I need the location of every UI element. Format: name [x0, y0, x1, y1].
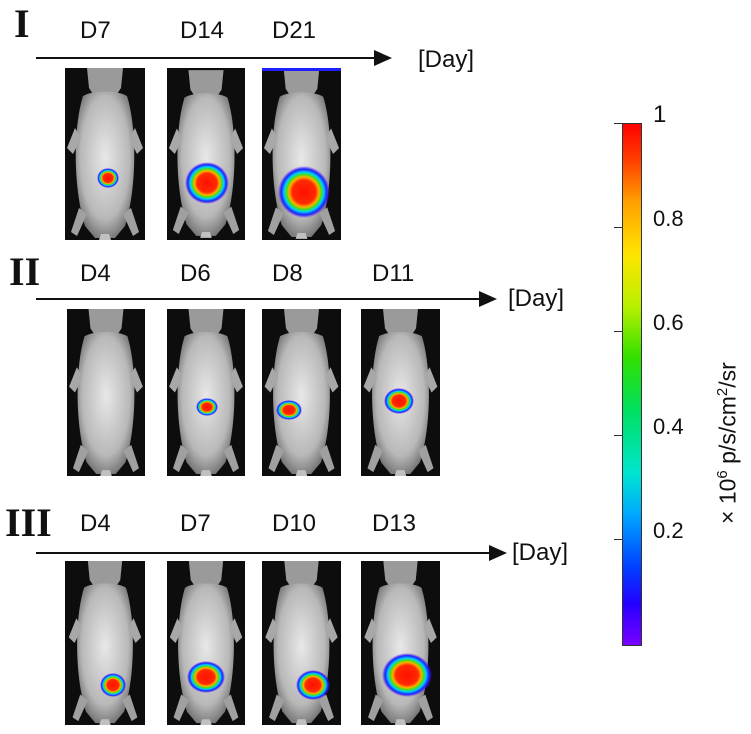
day-label: D7: [80, 17, 111, 44]
timeline-axis: [36, 57, 376, 59]
arrow-head-icon: [374, 50, 392, 66]
timeline-axis: [36, 552, 491, 554]
group-numeral-3: III: [5, 500, 52, 545]
group-numeral-1: I: [14, 1, 30, 46]
colorbar-tick-label: 0.8: [653, 206, 684, 231]
axis-unit-label: [Day]: [418, 46, 475, 73]
colorbar-max-label: 1: [653, 101, 667, 128]
mouse-image-row1-day3: [262, 68, 341, 240]
colorbar-title-suffix: /sr: [714, 362, 741, 388]
colorbar-tick-label: 0.2: [653, 518, 684, 543]
group-numeral-2: II: [9, 249, 41, 294]
day-label: D4: [80, 260, 111, 287]
day-label: D6: [180, 260, 211, 287]
mouse-image-row3-day3: [262, 561, 341, 725]
colorbar: [622, 123, 642, 646]
day-label: D4: [80, 510, 111, 537]
arrow-head-icon: [489, 545, 507, 561]
day-label: D11: [372, 260, 415, 287]
mouse-image-row1-day1: [65, 68, 145, 240]
day-label: D10: [272, 510, 317, 537]
colorbar-title-exponent: 6: [714, 470, 731, 479]
day-label: D8: [272, 260, 303, 287]
mouse-image-row2-day3: [262, 309, 341, 476]
colorbar-tick: [614, 331, 622, 332]
mouse-image-row3-day2: [167, 561, 245, 725]
colorbar-title: × 106 p/s/cm2/sr: [714, 362, 742, 524]
day-label: D21: [272, 17, 317, 44]
mouse-image-row2-day2: [167, 309, 245, 476]
colorbar-tick-label: 0.4: [653, 414, 684, 439]
day-label: D7: [180, 510, 211, 537]
axis-unit-label: [Day]: [512, 539, 569, 566]
mouse-image-row3-day1: [65, 561, 145, 725]
day-label: D14: [180, 17, 225, 44]
colorbar-title-prefix: × 10: [714, 478, 741, 524]
axis-unit-label: [Day]: [508, 285, 565, 312]
colorbar-title-exponent2: 2: [714, 387, 731, 397]
colorbar-tick-label: 0.6: [653, 310, 684, 335]
colorbar-tick: [614, 435, 622, 436]
mouse-image-row1-day2: [167, 68, 245, 240]
colorbar-title-mid: p/s/cm: [714, 396, 741, 471]
colorbar-tick: [614, 539, 622, 540]
timeline-axis: [36, 298, 481, 300]
colorbar-tick: [614, 227, 622, 228]
day-label: D13: [372, 510, 417, 537]
mouse-image-row2-day4: [361, 309, 440, 476]
mouse-image-row2-day1: [67, 309, 145, 476]
mouse-image-row3-day4: [361, 561, 440, 725]
arrow-head-icon: [479, 291, 497, 307]
colorbar-tick: [614, 123, 622, 124]
